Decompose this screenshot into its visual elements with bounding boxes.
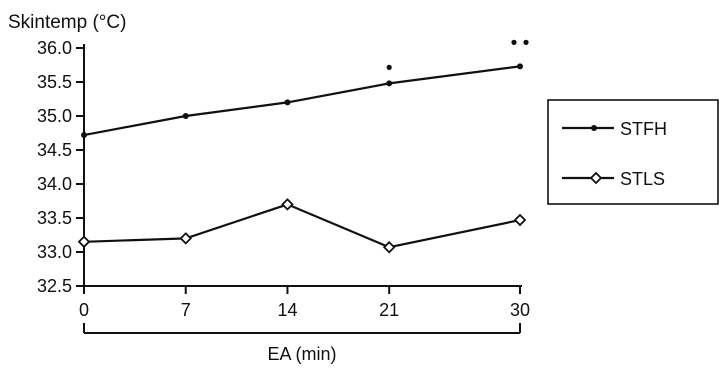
significance-marker [386, 64, 392, 70]
significance-marker [523, 39, 529, 45]
significance-marker [511, 39, 517, 45]
x-tick-label: 14 [277, 300, 297, 320]
y-tick-label: 32.5 [37, 276, 72, 296]
data-point-stls [179, 232, 193, 245]
y-tick-label: 33.0 [37, 242, 72, 262]
series-line-stls [83, 203, 521, 249]
series-group [77, 63, 527, 254]
legend-marker-stls [589, 171, 603, 185]
x-tick-label: 21 [379, 300, 399, 320]
x-tick-label: 30 [510, 300, 530, 320]
y-ticks: 32.5 33.0 33.5 34.0 34.5 35.0 35.5 36.0 [37, 38, 84, 296]
y-tick-label: 35.0 [37, 106, 72, 126]
x-axis-title: EA (min) [267, 344, 336, 364]
data-point-stls [513, 213, 527, 227]
data-point-stfh [182, 113, 189, 119]
y-tick-label: 34.5 [37, 140, 72, 160]
data-point-stfh [517, 63, 523, 70]
y-tick-label: 36.0 [37, 38, 72, 58]
data-point-stls [281, 198, 294, 211]
data-point-stls [77, 235, 91, 249]
axes [83, 44, 522, 287]
data-point-stfh [386, 80, 393, 87]
y-axis-title: Skintemp (°C) [8, 12, 126, 33]
legend-label-stfh: STFH [620, 119, 667, 139]
series-line-stfh [83, 65, 521, 137]
legend: STFH STLS [547, 99, 719, 205]
legend-label-stls: STLS [620, 169, 665, 189]
x-ticks: 0 7 14 21 30 [79, 286, 530, 320]
legend-box [547, 99, 719, 205]
x-tick-label: 7 [181, 300, 191, 320]
x-bracket [83, 323, 521, 334]
y-tick-label: 35.5 [37, 72, 72, 92]
x-tick-label: 0 [79, 300, 89, 320]
data-point-stfh [284, 99, 291, 106]
annotations [386, 39, 529, 70]
data-point-stfh [81, 132, 87, 139]
y-tick-label: 34.0 [37, 174, 72, 194]
legend-marker-stfh [591, 125, 597, 131]
y-tick-label: 33.5 [37, 208, 72, 228]
data-point-stls [382, 240, 396, 254]
